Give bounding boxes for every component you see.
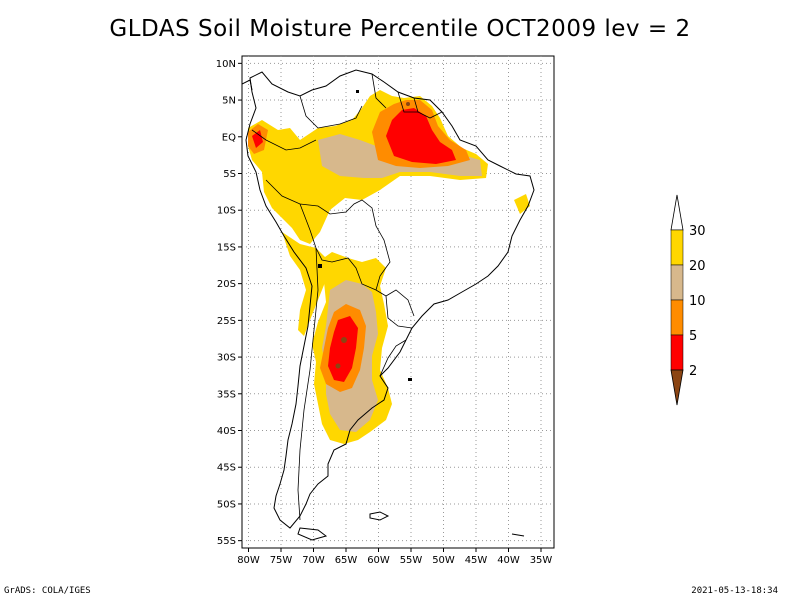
color-legend: 30 20 10 5 2	[670, 194, 706, 406]
border	[413, 97, 443, 119]
lat-tick-label: 35S	[217, 389, 236, 400]
shade-red-ecuador	[252, 130, 263, 148]
lat-tick-label: 45S	[217, 463, 236, 474]
lat-tick-label: 30S	[217, 353, 236, 364]
lon-tick-label: 45W	[465, 555, 488, 566]
lon-tick-label: 60W	[367, 555, 390, 566]
lon-tick-label: 80W	[237, 555, 260, 566]
longitude-axis: 80W 75W 70W 65W 60W 55W 50W 45W 40W 35W	[237, 548, 552, 566]
shade-brown-spot	[335, 363, 341, 369]
border	[297, 247, 319, 521]
lakes	[318, 90, 412, 381]
country-borders	[251, 73, 443, 521]
south-america-coast	[245, 69, 535, 529]
border	[265, 179, 391, 291]
legend-bottom-arrow	[670, 369, 684, 406]
legend-top-arrow	[670, 194, 684, 231]
lake	[408, 378, 412, 381]
lon-tick-label: 35W	[530, 555, 553, 566]
legend-label-10: 10	[689, 294, 706, 309]
footer-timestamp: 2021-05-13-18:34	[691, 586, 778, 596]
lake	[356, 90, 359, 93]
legend-box-20-30	[670, 229, 684, 266]
lat-tick-label: 50S	[217, 499, 236, 510]
coastlines	[242, 69, 535, 541]
border	[371, 73, 387, 109]
lon-tick-label: 50W	[432, 555, 455, 566]
falklands	[369, 511, 390, 521]
central-america-coast	[242, 79, 253, 91]
legend-box-2-5	[670, 334, 684, 371]
lat-tick-label: 10N	[216, 59, 236, 70]
legend-label-2: 2	[689, 364, 697, 379]
lat-tick-label: 25S	[217, 316, 236, 327]
lon-tick-label: 40W	[497, 555, 520, 566]
shade-red-argentina	[328, 316, 358, 382]
lat-tick-label: 15S	[217, 242, 236, 253]
footer-credit: GrADS: COLA/IGES	[4, 586, 91, 596]
lat-tick-label: 20S	[217, 279, 236, 290]
border	[251, 129, 317, 151]
border	[299, 95, 363, 129]
lon-tick-label: 55W	[400, 555, 423, 566]
lon-tick-label: 65W	[335, 555, 358, 566]
map-title: GLDAS Soil Moisture Percentile OCT2009 l…	[109, 16, 691, 42]
lat-tick-label: 55S	[217, 536, 236, 547]
lon-tick-label: 70W	[302, 555, 325, 566]
legend-label-30: 30	[689, 224, 706, 239]
lat-tick-label: 40S	[217, 426, 236, 437]
lat-tick-label: 10S	[217, 206, 236, 217]
south-georgia	[511, 533, 525, 537]
lat-tick-label: 5N	[222, 96, 236, 107]
latitude-axis: 10N 5N EQ 5S 10S 15S 20S 25S 30S 35S 40S 45S 50S 55S	[216, 59, 242, 547]
border	[397, 91, 418, 113]
lat-tick-label: 5S	[223, 169, 236, 180]
legend-label-20: 20	[689, 259, 706, 274]
tierra-del-fuego	[297, 527, 328, 541]
shade-red-guianas	[386, 108, 456, 164]
shade-yellow-andes	[282, 232, 330, 336]
shade-brown-spot	[341, 337, 347, 343]
legend-box-5-10	[670, 299, 684, 336]
shading-layer	[248, 90, 530, 444]
shade-brown-spot	[406, 102, 410, 106]
lat-tick-label: EQ	[222, 132, 236, 143]
lake	[318, 264, 322, 268]
border	[379, 339, 407, 377]
legend-label-5: 5	[689, 329, 697, 344]
border	[385, 295, 413, 329]
lon-tick-label: 75W	[270, 555, 293, 566]
legend-box-10-20	[670, 264, 684, 301]
